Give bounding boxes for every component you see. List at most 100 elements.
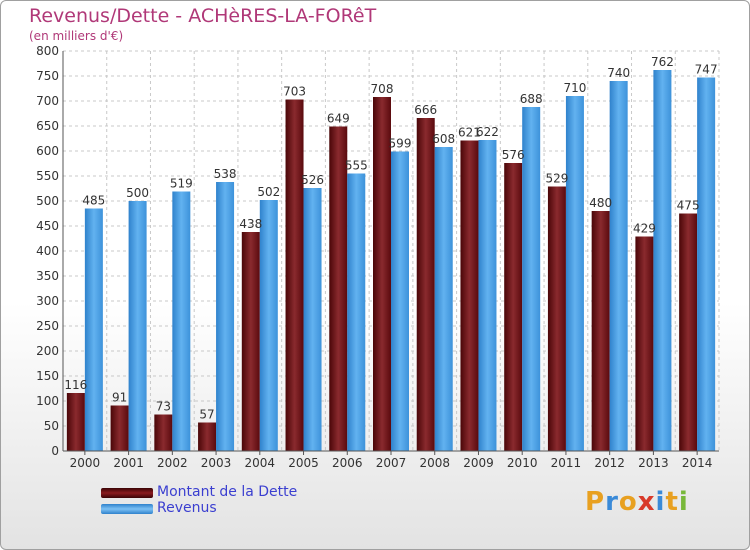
x-tick-label: 2008	[419, 456, 450, 470]
data-label-revenue: 710	[563, 81, 586, 95]
data-label-revenue: 555	[345, 159, 368, 173]
data-label-revenue: 762	[651, 55, 674, 69]
data-label-revenue: 538	[214, 167, 237, 181]
bar-revenue	[84, 208, 103, 451]
data-label-debt: 649	[327, 112, 350, 126]
data-label-debt: 475	[677, 199, 700, 213]
y-tick-label: 800	[36, 44, 59, 58]
bar-revenue	[478, 140, 497, 451]
bar-debt	[547, 186, 566, 451]
data-label-debt: 529	[545, 172, 568, 186]
y-tick-label: 200	[36, 344, 59, 358]
y-tick-label: 600	[36, 144, 59, 158]
bar-debt	[635, 236, 654, 451]
data-label-debt: 57	[199, 408, 214, 422]
logo-letter: o	[618, 487, 638, 517]
logo-letter: t	[665, 487, 679, 517]
data-labels: 116 485 91 500 73 519 57 538 438 502 703 526 649 555 7…	[64, 55, 717, 422]
bar-debt	[241, 232, 260, 451]
bar-debt	[110, 405, 129, 451]
x-tick-label: 2004	[245, 456, 276, 470]
bar-chart: 1164859150073519575384385027035266495557…	[36, 44, 720, 470]
legend-label-debt: Montant de la Dette	[157, 484, 298, 500]
data-label-debt: 666	[414, 103, 437, 117]
x-tick-label: 2002	[157, 456, 188, 470]
data-label-debt: 438	[239, 217, 262, 231]
x-tick-label: 2007	[376, 456, 407, 470]
bar-revenue	[172, 191, 191, 451]
bar-debt	[373, 97, 391, 451]
data-label-revenue: 622	[476, 125, 499, 139]
bar-debt	[285, 99, 304, 451]
data-label-revenue: 502	[257, 185, 280, 199]
data-label-debt: 429	[633, 222, 656, 236]
y-tick-label: 500	[36, 194, 59, 208]
x-tick-label: 2001	[113, 456, 144, 470]
bar-debt	[504, 163, 523, 451]
data-label-revenue: 747	[695, 63, 718, 77]
legend-swatch-debt	[101, 488, 153, 498]
bar-revenue	[303, 188, 322, 451]
chart-subtitle: (en milliers d'€)	[29, 29, 124, 43]
data-label-revenue: 500	[126, 186, 149, 200]
data-label-debt: 73	[156, 400, 171, 414]
bar-revenue	[259, 200, 278, 451]
bar-debt	[329, 126, 348, 451]
y-tick-label: 750	[36, 69, 59, 83]
bar-revenue	[128, 201, 147, 451]
bar-debt	[198, 422, 217, 451]
y-tick-label: 650	[36, 119, 59, 133]
legend-swatch-revenue	[101, 504, 153, 514]
bar-revenue	[697, 77, 716, 451]
x-tick-label: 2013	[638, 456, 669, 470]
y-tick-label: 700	[36, 94, 59, 108]
x-tick-label: 2003	[201, 456, 232, 470]
data-label-revenue: 740	[607, 66, 630, 80]
x-tick-label: 2012	[594, 456, 625, 470]
data-label-revenue: 526	[301, 173, 324, 187]
y-tick-label: 550	[36, 169, 59, 183]
x-tick-label: 2010	[507, 456, 538, 470]
bar-revenue	[216, 182, 235, 451]
bar-revenue	[609, 81, 628, 451]
y-tick-label: 350	[36, 269, 59, 283]
bars	[66, 70, 716, 451]
logo-letter: i	[655, 487, 666, 517]
data-label-revenue: 599	[389, 137, 412, 151]
logo-letter: x	[637, 487, 656, 517]
y-tick-label: 450	[36, 219, 59, 233]
x-tick-label: 2009	[463, 456, 494, 470]
y-tick-label: 50	[44, 419, 59, 433]
bar-debt	[591, 211, 610, 451]
proxiti-logo: Proxiti	[585, 487, 689, 517]
data-label-debt: 621	[458, 126, 481, 140]
x-tick-label: 2014	[682, 456, 713, 470]
bar-revenue	[391, 151, 409, 451]
y-tick-label: 300	[36, 294, 59, 308]
data-label-debt: 480	[589, 196, 612, 210]
y-tick-label: 400	[36, 244, 59, 258]
bar-debt	[460, 140, 479, 451]
data-label-debt: 91	[112, 391, 127, 405]
axes: 0 50 100 150 200 250 300 350 400 450 500 550 600 650 7…	[36, 44, 719, 470]
bar-debt	[679, 213, 698, 451]
data-label-revenue: 485	[82, 194, 105, 208]
y-tick-label: 0	[51, 444, 59, 458]
data-label-revenue: 519	[170, 177, 193, 191]
bar-debt	[66, 393, 85, 451]
bar-revenue	[565, 96, 584, 451]
data-label-debt: 116	[64, 378, 87, 392]
bar-debt	[154, 414, 173, 451]
data-label-debt: 708	[371, 82, 394, 96]
logo-letter: P	[585, 487, 606, 517]
data-label-debt: 703	[283, 85, 306, 99]
logo-letter: i	[678, 487, 689, 517]
x-tick-label: 2011	[551, 456, 582, 470]
bar-revenue	[434, 147, 453, 451]
x-tick-label: 2000	[70, 456, 101, 470]
x-tick-label: 2006	[332, 456, 363, 470]
y-tick-label: 100	[36, 394, 59, 408]
logo-letter: r	[605, 487, 619, 517]
bar-revenue	[347, 173, 366, 451]
